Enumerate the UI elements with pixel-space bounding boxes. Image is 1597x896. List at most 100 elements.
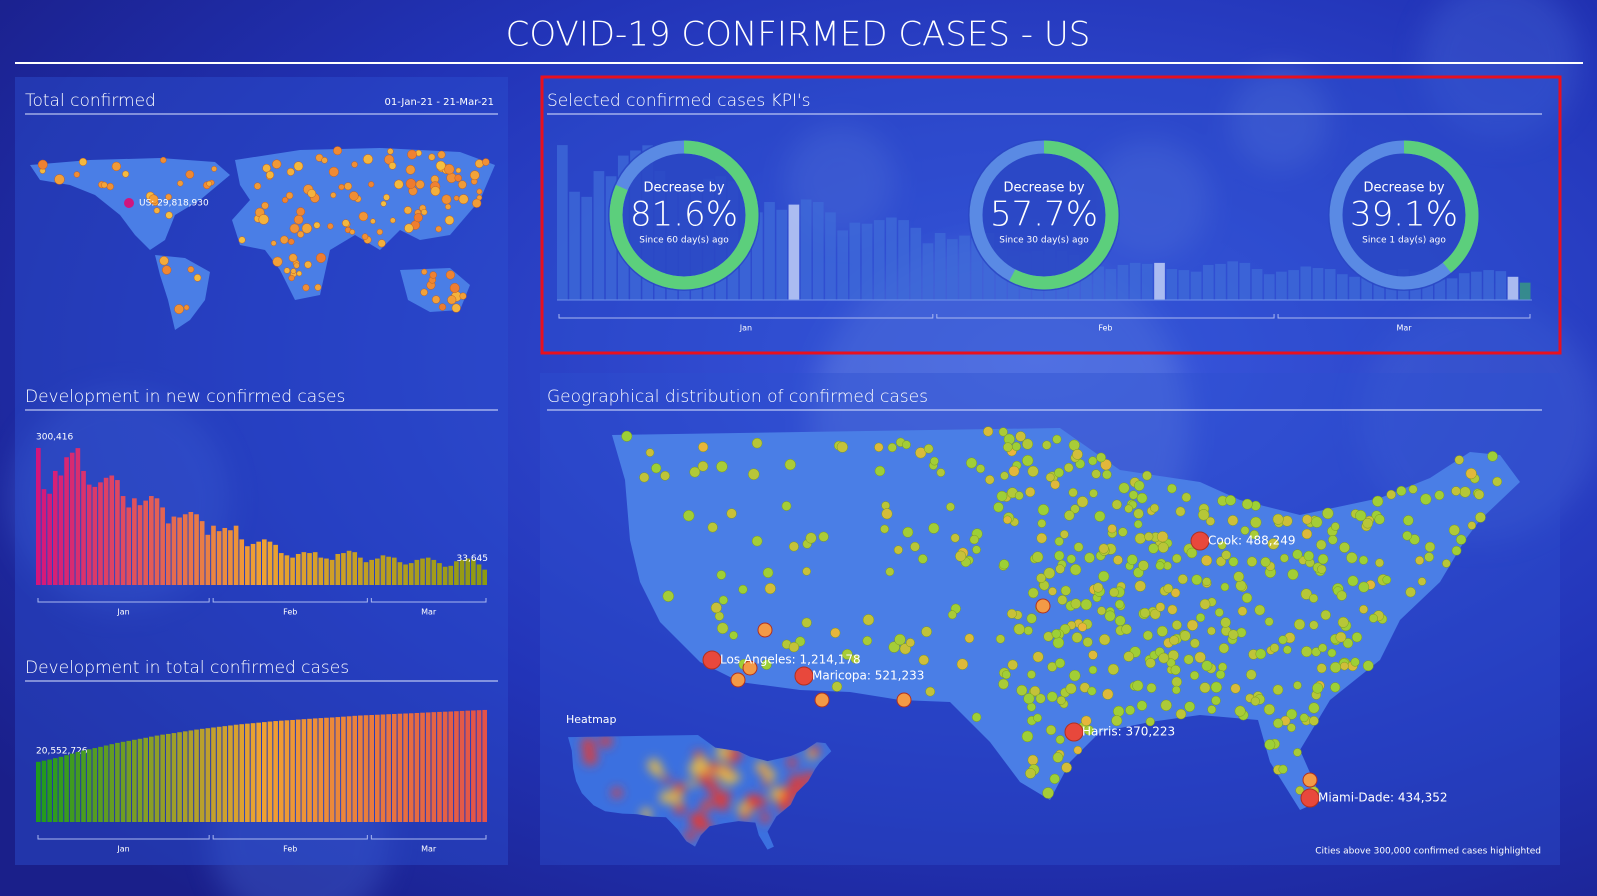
map-dot [710, 602, 722, 614]
map-dot [211, 165, 218, 172]
map-dot [1042, 787, 1054, 799]
bar [267, 541, 273, 585]
hotspot-dot [1064, 722, 1084, 742]
map-dot [946, 502, 955, 512]
kpi-value: 39.1% [1350, 195, 1458, 235]
bar [431, 559, 437, 585]
map-dot [1199, 598, 1211, 610]
map-dot [1134, 480, 1145, 491]
kpi-bar [1483, 270, 1494, 300]
kpi-bar [1093, 266, 1104, 300]
map-dot [368, 181, 375, 188]
bar [41, 489, 47, 585]
bar [358, 557, 363, 585]
kpi-bar [922, 243, 934, 300]
map-dot [1189, 670, 1200, 680]
bar [391, 557, 397, 585]
map-dot [1091, 469, 1101, 479]
map-dot [327, 223, 334, 230]
map-dot [1011, 441, 1021, 451]
map-dot [707, 522, 718, 533]
month-bracket [212, 835, 368, 840]
map-dot [1417, 577, 1427, 586]
map-dot [389, 217, 396, 224]
bar [307, 718, 312, 822]
map-dot [1442, 559, 1451, 568]
heat-blob [770, 787, 784, 801]
map-dot [383, 193, 390, 201]
map-dot [874, 465, 886, 477]
map-dot [1250, 696, 1260, 706]
map-dot [1060, 530, 1069, 539]
heat-blob [759, 812, 771, 823]
map-dot [1051, 629, 1061, 639]
map-dot [1318, 643, 1328, 653]
map-dot [1317, 553, 1329, 565]
map-dot [1032, 551, 1044, 563]
map-dot [1088, 456, 1098, 466]
bar [262, 539, 267, 585]
map-dot [955, 550, 967, 562]
bar [177, 732, 182, 822]
map-dot [1064, 510, 1075, 521]
map-dot [1280, 553, 1289, 563]
map-dot [445, 203, 452, 210]
map-dot [1170, 664, 1181, 675]
map-dot [802, 567, 811, 576]
map-dot [1218, 662, 1228, 672]
kpi-bar [1178, 270, 1190, 300]
bar [386, 714, 391, 822]
map-dot [1001, 670, 1011, 680]
map-dot [1328, 535, 1338, 545]
bar [335, 717, 341, 822]
bar [397, 562, 403, 585]
bar [86, 484, 92, 585]
bar [335, 553, 341, 585]
bar [386, 556, 391, 585]
map-dot [1145, 657, 1156, 669]
map-dot [947, 610, 957, 620]
map-dot [1201, 554, 1213, 567]
bar [369, 714, 374, 822]
map-dot [830, 627, 841, 638]
kpi-bar [947, 239, 958, 300]
map-dot [1126, 554, 1138, 566]
map-dot [1260, 557, 1271, 568]
map-dot [689, 466, 701, 478]
map-dot [54, 174, 65, 185]
map-dot [784, 459, 796, 471]
kpi-bar [1300, 266, 1312, 300]
map-dot [1382, 575, 1392, 585]
bar [403, 564, 408, 585]
map-dot [405, 164, 416, 175]
map-dot [1008, 465, 1020, 477]
bar [64, 755, 69, 822]
map-dot [370, 218, 376, 225]
map-dot [1088, 665, 1098, 675]
map-dot [738, 584, 748, 595]
bar [115, 742, 120, 822]
map-dot [321, 157, 328, 164]
map-dot [1311, 516, 1323, 528]
bar [262, 722, 267, 822]
heat-blob [707, 761, 719, 772]
map-dot [1077, 622, 1088, 632]
map-dot [301, 223, 313, 234]
map-dot [304, 260, 312, 269]
kpi-bar [1337, 274, 1348, 300]
kpi-bar [1471, 271, 1482, 300]
map-dot [1073, 745, 1083, 755]
bar [256, 722, 261, 822]
map-dot [1374, 514, 1385, 525]
bar [273, 721, 278, 822]
map-dot [1166, 658, 1176, 668]
bar [98, 746, 103, 822]
kpi-bar [1129, 262, 1141, 300]
map-dot [1149, 608, 1161, 620]
bar [414, 712, 420, 822]
map-dot [344, 182, 353, 191]
map-dot [1025, 768, 1036, 779]
map-dot [1158, 652, 1170, 664]
kpi-bar [776, 209, 788, 300]
map-dot [1133, 508, 1144, 519]
